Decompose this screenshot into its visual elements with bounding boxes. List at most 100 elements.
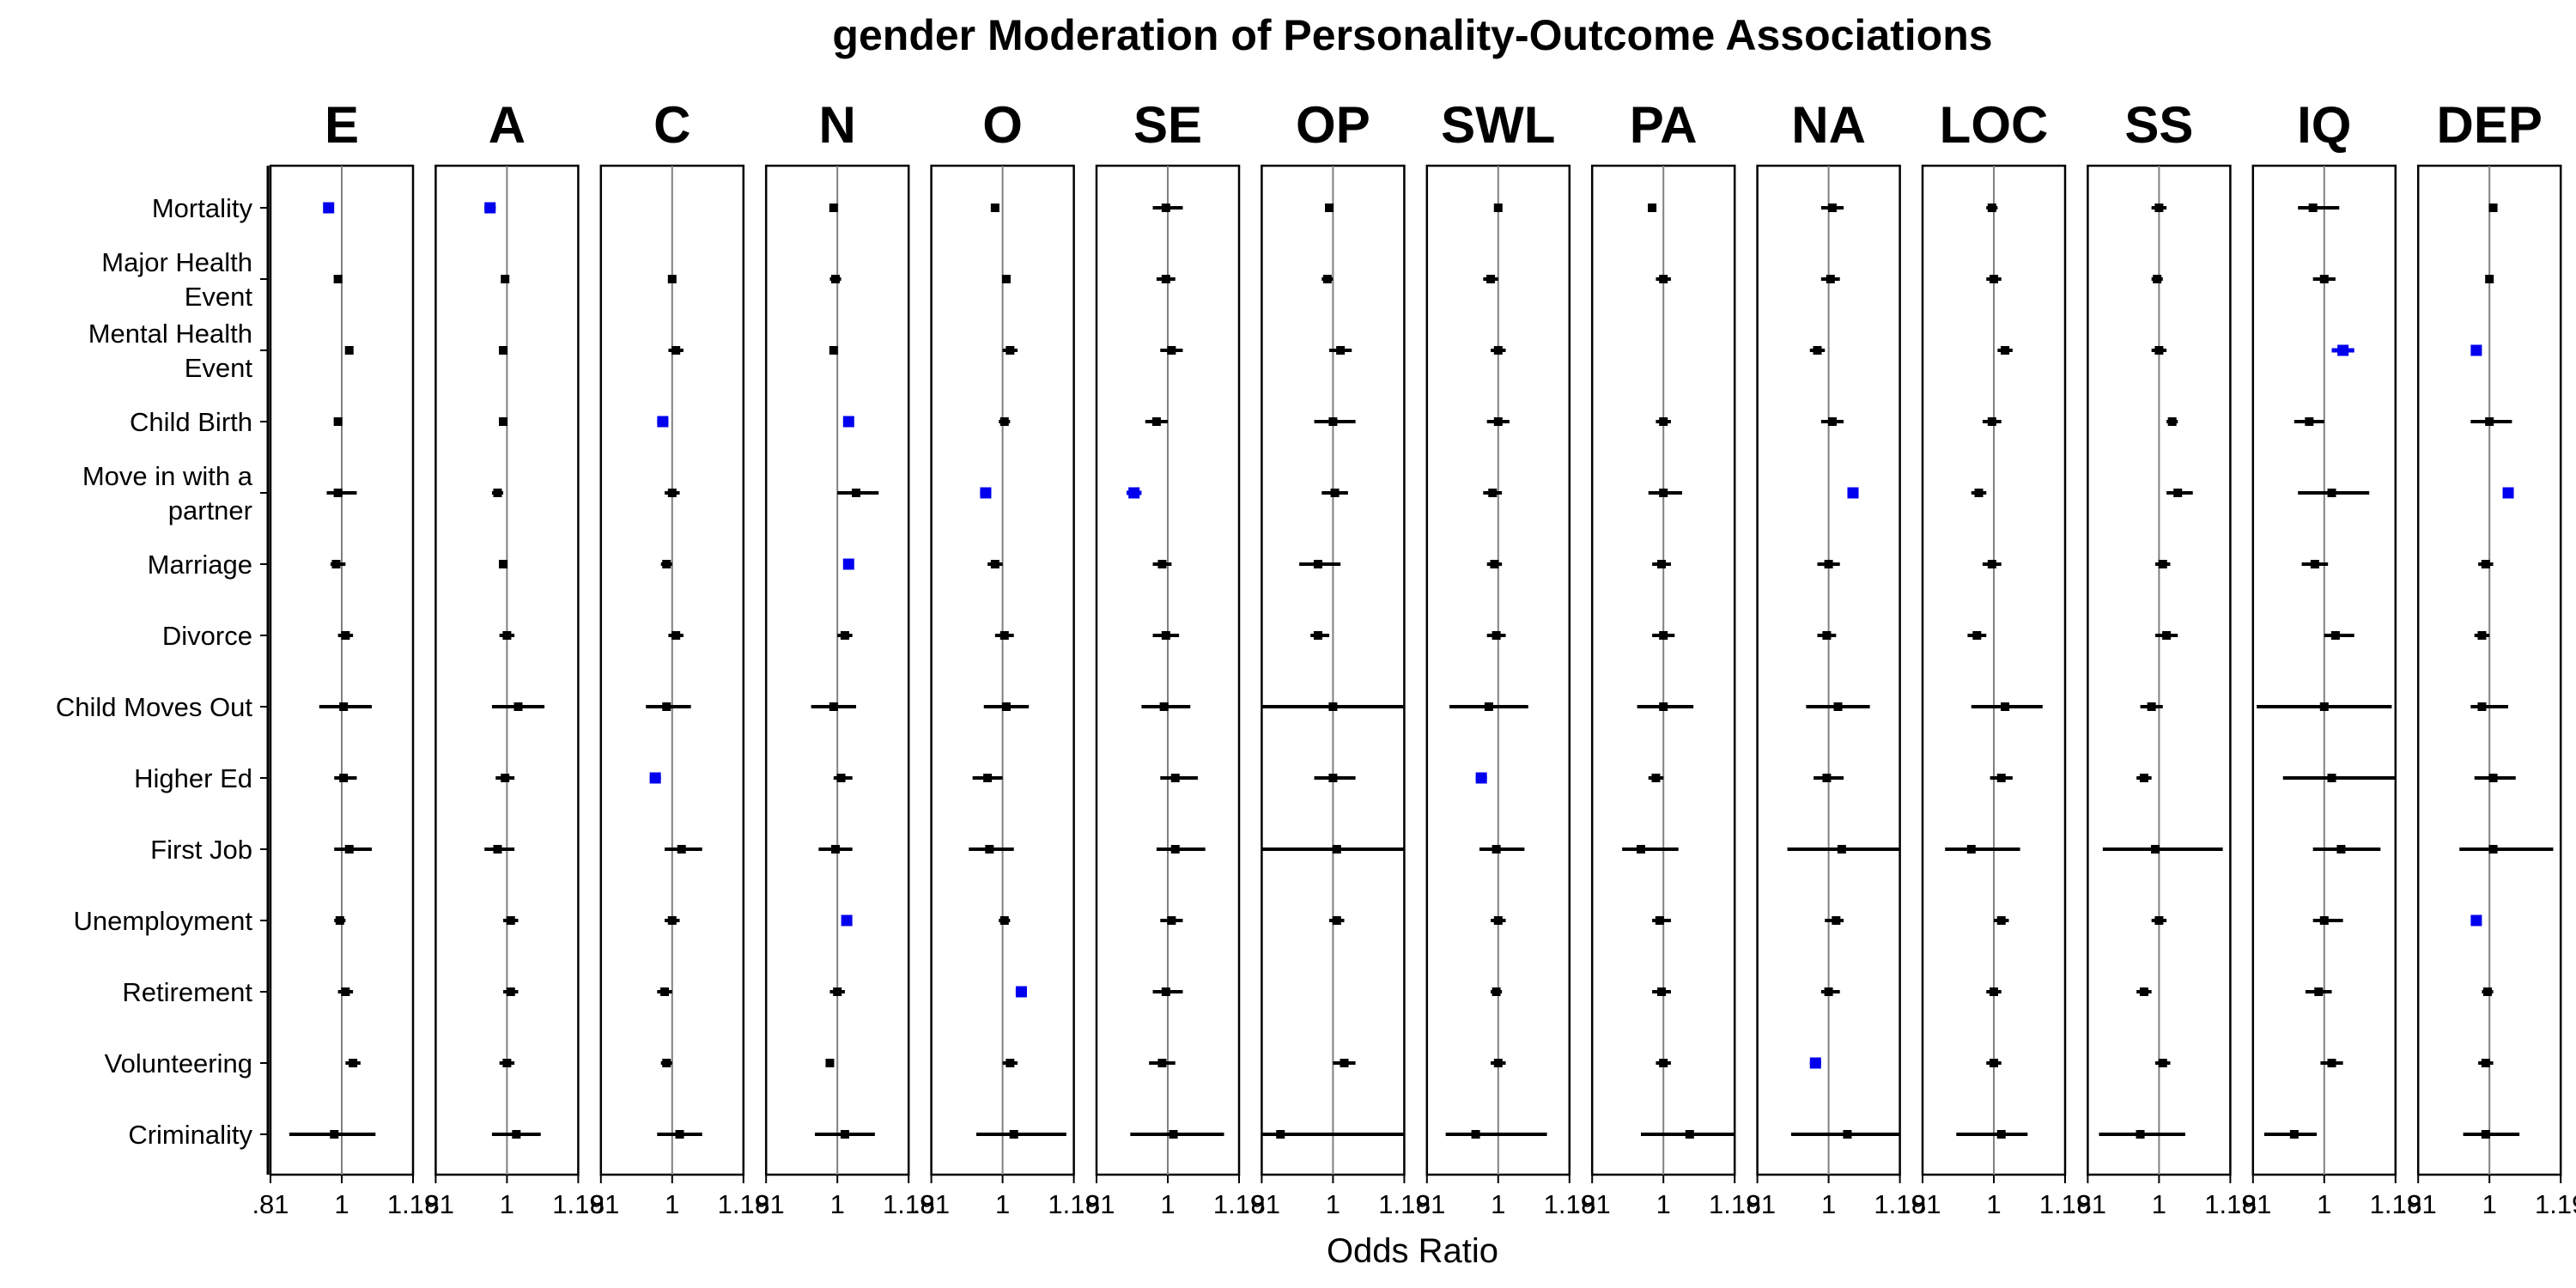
row-label-line: Mortality — [152, 193, 253, 223]
estimate-point-significant — [1015, 986, 1027, 998]
estimate-point — [2305, 417, 2314, 426]
estimate-point — [1493, 916, 1503, 925]
estimate-point — [1636, 845, 1645, 854]
x-tick-label: 1 — [1160, 1189, 1175, 1219]
estimate-point — [2151, 845, 2160, 854]
estimate-point — [1001, 702, 1011, 711]
x-tick-label: 1.19 — [718, 1189, 769, 1219]
panel-title: IQ — [2297, 96, 2351, 154]
estimate-point — [331, 560, 341, 568]
x-tick-label: .81 — [252, 1189, 289, 1219]
row-label-line: Move in with a — [82, 461, 253, 491]
estimate-point — [499, 417, 508, 426]
estimate-point — [1974, 489, 1984, 497]
estimate-point — [1471, 1130, 1480, 1139]
estimate-point — [1486, 275, 1496, 283]
estimate-point-significant — [2337, 344, 2349, 356]
panel-dep: DEP .81 1 1.19 — [2400, 96, 2576, 1219]
estimate-point — [2147, 702, 2156, 711]
estimate-point — [1833, 702, 1843, 711]
estimate-point — [1659, 275, 1668, 283]
estimate-point — [493, 489, 502, 497]
estimate-point — [502, 631, 512, 640]
x-tick-label: 1.19 — [883, 1189, 934, 1219]
panel-title: LOC — [1940, 96, 2049, 154]
row-label: Child Moves Out — [56, 692, 253, 722]
row-label-line: Marriage — [148, 550, 252, 580]
x-tick-label: .81 — [582, 1189, 619, 1219]
row-label: Move in with a partner — [82, 461, 253, 526]
x-tick-label: .81 — [1904, 1189, 1941, 1219]
estimate-point — [2167, 417, 2177, 426]
x-tick-label: 1 — [500, 1189, 514, 1219]
estimate-point — [1276, 1130, 1285, 1139]
x-tick-label: .81 — [1243, 1189, 1280, 1219]
panel-title: DEP — [2437, 96, 2543, 154]
estimate-point — [990, 204, 999, 212]
estimate-point — [2477, 702, 2487, 711]
estimate-point — [1005, 1059, 1015, 1067]
estimate-point — [1332, 916, 1341, 925]
estimate-point — [2310, 560, 2319, 568]
estimate-point — [1996, 916, 2006, 925]
x-tick-label: 1.19 — [2039, 1189, 2091, 1219]
estimate-point — [1005, 346, 1015, 355]
estimate-point — [2481, 1059, 2490, 1067]
estimate-point — [671, 346, 681, 355]
panel-pa: PA .81 1 1.19 — [1574, 96, 1761, 1219]
row-label-line: Volunteering — [105, 1048, 252, 1078]
estimate-point-significant — [2502, 487, 2514, 499]
estimate-point — [1493, 346, 1503, 355]
estimate-point — [2154, 346, 2164, 355]
estimate-point — [840, 631, 849, 640]
estimate-point — [499, 560, 508, 568]
estimate-point — [833, 987, 842, 996]
estimate-point — [333, 275, 343, 283]
row-label-line: Criminality — [128, 1120, 252, 1150]
row-label-line: First Job — [150, 835, 252, 865]
panel-title: A — [489, 96, 526, 154]
estimate-point — [1492, 845, 1501, 854]
estimate-point — [349, 1059, 358, 1067]
estimate-point-significant — [1809, 1057, 1821, 1069]
panel-title: N — [819, 96, 856, 154]
estimate-point — [671, 631, 681, 640]
estimate-point — [1009, 1130, 1018, 1139]
estimate-point — [1169, 1130, 1178, 1139]
estimate-point — [667, 916, 677, 925]
x-tick-label: .81 — [748, 1189, 785, 1219]
estimate-point — [1493, 417, 1503, 426]
estimate-point — [2153, 275, 2162, 283]
panel-loc: LOC .81 1 1.19 — [1904, 96, 2091, 1219]
estimate-point — [1813, 346, 1822, 355]
estimate-point — [667, 275, 677, 283]
estimate-point — [1648, 204, 1657, 212]
estimate-point — [1328, 702, 1338, 711]
x-tick-label: .81 — [1739, 1189, 1776, 1219]
estimate-point — [1822, 631, 1832, 640]
estimate-point — [1001, 275, 1011, 283]
estimate-point — [1159, 702, 1169, 711]
estimate-point — [1490, 560, 1499, 568]
estimate-point — [829, 204, 838, 212]
estimate-point — [341, 631, 350, 640]
estimate-point — [2308, 204, 2318, 212]
x-tick-label: 1.19 — [387, 1189, 439, 1219]
x-tick-label: .81 — [417, 1189, 454, 1219]
estimate-point — [1827, 417, 1837, 426]
estimate-point — [831, 275, 841, 283]
estimate-point — [2319, 275, 2329, 283]
estimate-point — [339, 702, 349, 711]
estimate-point — [1161, 631, 1170, 640]
row-label-line: Higher Ed — [134, 763, 252, 793]
estimate-point — [829, 346, 838, 355]
estimate-point — [1157, 1059, 1167, 1067]
estimate-point — [2139, 987, 2148, 996]
chart-title: gender Moderation of Personality-Outcome… — [832, 11, 1992, 59]
estimate-point — [2336, 845, 2346, 854]
row-label: Mental Health Event — [88, 319, 253, 383]
panel-n: N .81 1 1.19 — [748, 96, 935, 1219]
x-tick-label: .81 — [1078, 1189, 1115, 1219]
row-label: Unemployment — [74, 906, 253, 936]
